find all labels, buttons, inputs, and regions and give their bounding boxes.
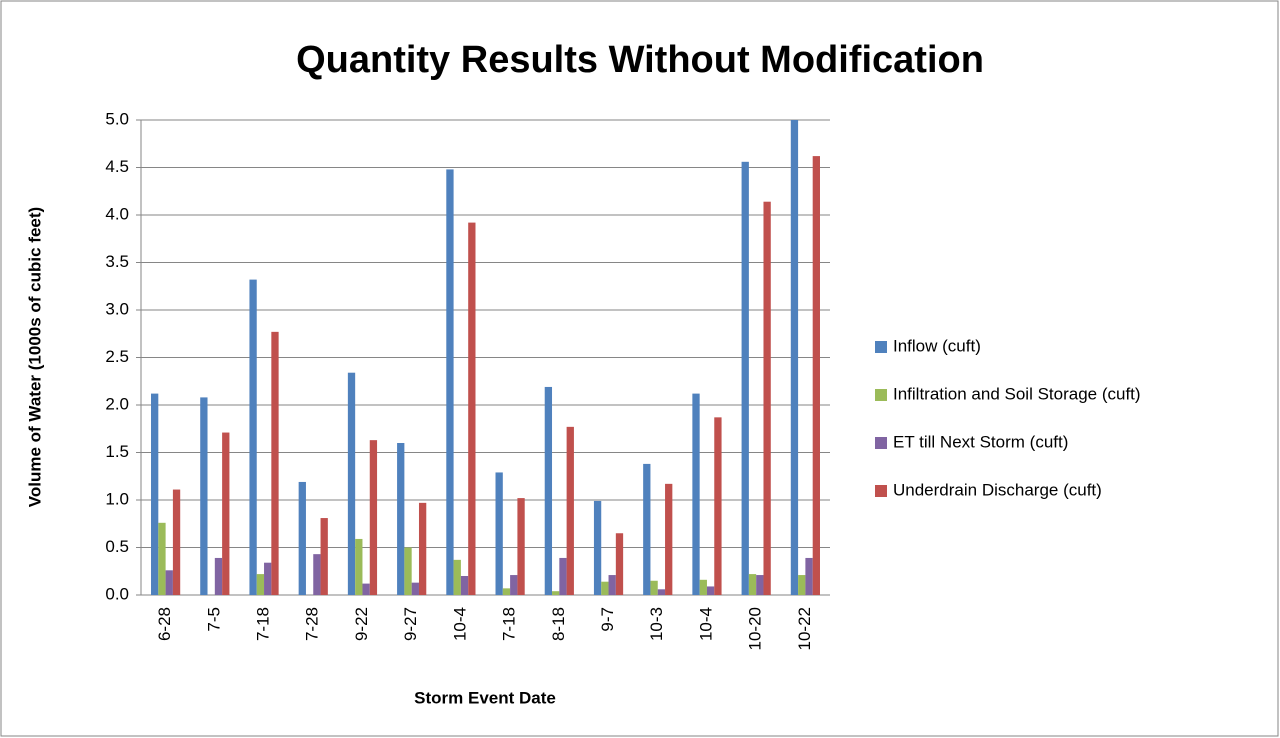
x-tick-label: 7-18 bbox=[254, 607, 273, 641]
bar bbox=[756, 575, 764, 595]
x-tick-label: 10-3 bbox=[647, 607, 666, 641]
bar bbox=[222, 432, 230, 595]
bar bbox=[593, 500, 602, 595]
bar bbox=[812, 156, 820, 595]
x-tick-label: 8-18 bbox=[549, 607, 568, 641]
bar bbox=[643, 463, 651, 595]
bar bbox=[601, 581, 609, 595]
x-tick-label: 7-28 bbox=[303, 607, 322, 641]
bar bbox=[657, 589, 666, 595]
bar bbox=[699, 579, 707, 595]
y-axis-title: Volume of Water (1000s of cubic feet) bbox=[25, 207, 44, 507]
bar bbox=[271, 331, 279, 595]
bar bbox=[714, 417, 722, 595]
bar bbox=[256, 574, 265, 595]
x-tick-label: 10-20 bbox=[746, 607, 765, 650]
y-tick-label: 1.5 bbox=[105, 442, 129, 461]
bar bbox=[264, 562, 272, 595]
y-tick-label: 0.5 bbox=[105, 537, 129, 556]
legend-swatch bbox=[875, 389, 887, 401]
x-tick-label: 9-27 bbox=[401, 607, 420, 641]
bar bbox=[158, 522, 166, 595]
bar bbox=[151, 393, 159, 595]
legend-label: ET till Next Storm (cuft) bbox=[893, 432, 1068, 451]
bar bbox=[650, 580, 658, 595]
x-tick-label: 9-22 bbox=[352, 607, 371, 641]
x-tick-label: 7-5 bbox=[204, 607, 223, 632]
x-tick-label: 6-28 bbox=[155, 607, 174, 641]
bar bbox=[552, 591, 560, 595]
x-tick-label: 10-4 bbox=[450, 607, 469, 641]
bar bbox=[544, 386, 553, 595]
bar bbox=[517, 498, 525, 595]
y-tick-label: 2.5 bbox=[105, 347, 129, 366]
bar bbox=[347, 372, 356, 595]
bar bbox=[404, 547, 412, 595]
y-tick-label: 4.5 bbox=[105, 157, 129, 176]
bar bbox=[692, 393, 700, 595]
y-tick-label: 0.0 bbox=[105, 584, 129, 603]
legend-label: Underdrain Discharge (cuft) bbox=[893, 480, 1102, 499]
bar bbox=[214, 557, 223, 595]
bar bbox=[566, 426, 574, 595]
x-axis-title: Storm Event Date bbox=[414, 688, 556, 707]
y-tick-label: 2.0 bbox=[105, 394, 129, 413]
bar bbox=[559, 557, 567, 595]
y-tick-label: 3.5 bbox=[105, 252, 129, 271]
bar bbox=[798, 575, 806, 595]
bar bbox=[172, 489, 181, 595]
legend-swatch bbox=[875, 437, 887, 449]
x-tick-label: 10-4 bbox=[696, 607, 715, 641]
chart-title: Quantity Results Without Modification bbox=[296, 39, 984, 81]
bar bbox=[313, 554, 321, 595]
bar bbox=[805, 557, 813, 595]
x-tick-label: 7-18 bbox=[500, 607, 519, 641]
bar bbox=[298, 481, 306, 595]
bar bbox=[446, 169, 454, 595]
bar bbox=[320, 518, 328, 595]
x-tick-label: 10-22 bbox=[795, 607, 814, 650]
bar bbox=[495, 472, 503, 595]
bar bbox=[510, 575, 518, 595]
bar bbox=[453, 559, 461, 595]
bar bbox=[748, 574, 757, 595]
y-tick-label: 3.0 bbox=[105, 299, 129, 318]
y-tick-label: 5.0 bbox=[105, 109, 129, 128]
bar bbox=[608, 575, 616, 595]
bar bbox=[165, 570, 173, 595]
bar bbox=[741, 161, 749, 596]
bar bbox=[249, 279, 257, 595]
bar bbox=[502, 588, 511, 595]
bar bbox=[460, 576, 469, 595]
bar bbox=[369, 440, 378, 595]
bar bbox=[665, 483, 673, 595]
legend-swatch bbox=[875, 341, 887, 353]
legend-swatch bbox=[875, 485, 887, 497]
legend-label: Infiltration and Soil Storage (cuft) bbox=[893, 384, 1141, 403]
legend-label: Inflow (cuft) bbox=[893, 336, 981, 355]
x-tick-label: 9-7 bbox=[598, 607, 617, 632]
y-tick-label: 4.0 bbox=[105, 204, 129, 223]
bar bbox=[706, 586, 715, 595]
bar bbox=[418, 502, 427, 595]
bar bbox=[763, 201, 771, 595]
bar bbox=[468, 222, 476, 595]
bar bbox=[615, 533, 624, 595]
bar bbox=[355, 538, 363, 595]
y-tick-label: 1.0 bbox=[105, 489, 129, 508]
bar bbox=[200, 397, 208, 595]
bar bbox=[362, 583, 370, 595]
bar bbox=[397, 443, 405, 595]
bar bbox=[790, 120, 799, 595]
bar bbox=[411, 582, 419, 595]
